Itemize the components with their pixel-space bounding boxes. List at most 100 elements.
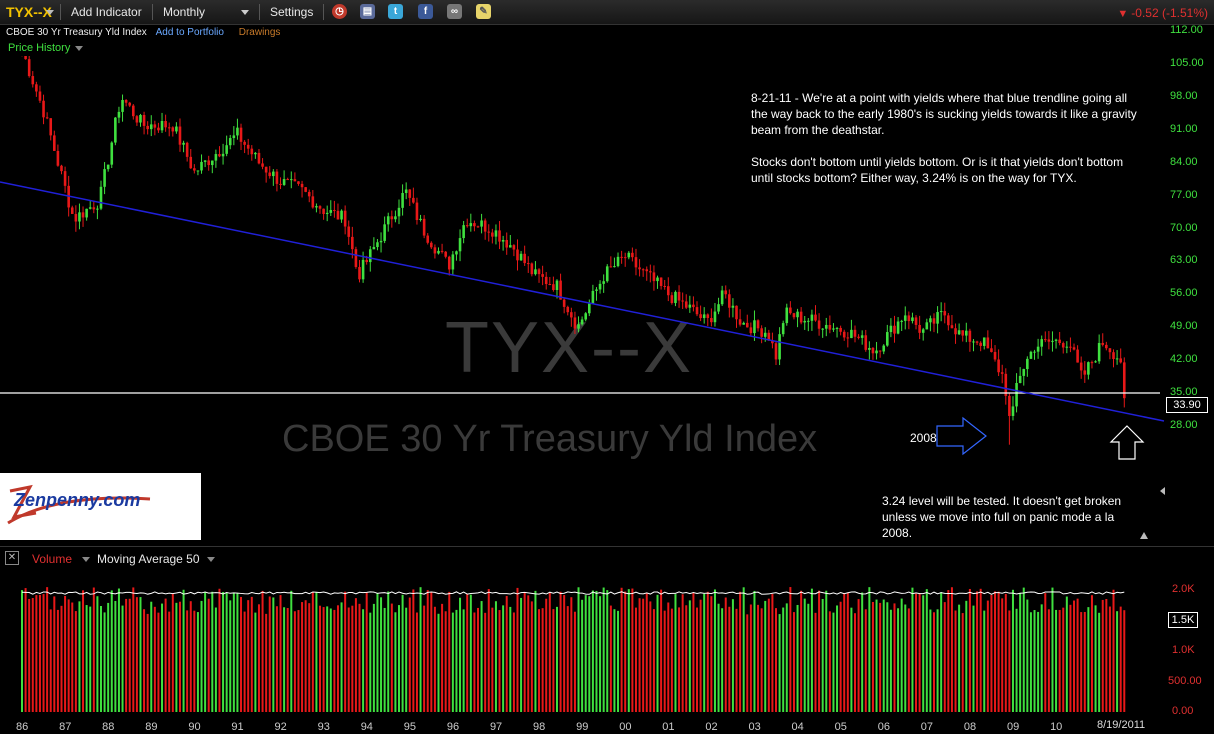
twitter-icon[interactable]: t — [388, 4, 403, 19]
link-icon[interactable]: ∞ — [447, 4, 462, 19]
price-chart[interactable] — [0, 56, 1214, 546]
moving-average-dropdown-icon[interactable] — [207, 557, 215, 562]
volume-bar — [110, 590, 113, 712]
moving-average-label[interactable]: Moving Average 50 — [97, 552, 200, 566]
candle-down — [243, 141, 246, 145]
facebook-icon[interactable]: f — [418, 4, 433, 19]
volume-bar — [936, 609, 939, 712]
volume-bar — [473, 612, 476, 712]
drawings-link[interactable]: Drawings — [238, 27, 281, 38]
close-icon[interactable]: ✕ — [5, 551, 19, 565]
candle-down — [487, 231, 491, 233]
candle-up — [404, 189, 408, 194]
volume-bar — [861, 592, 864, 712]
portfolio-icon[interactable]: ▤ — [360, 4, 375, 19]
candle-up — [1026, 358, 1029, 370]
candle-up — [807, 320, 810, 322]
timeframe-select[interactable]: Monthly — [163, 5, 206, 19]
candle-up — [778, 334, 781, 360]
volume-bar — [584, 595, 587, 712]
ticker-symbol[interactable]: TYX--X — [6, 4, 52, 20]
price-tick-label: 77.00 — [1170, 188, 1198, 201]
year-tick-label: 05 — [834, 721, 847, 733]
candle-down — [950, 325, 954, 329]
volume-bar — [911, 587, 914, 712]
volume-bar — [369, 612, 372, 712]
candle-down — [311, 196, 315, 208]
year-tick-label: 03 — [748, 721, 761, 733]
candle-down — [505, 239, 509, 248]
volume-bar — [767, 598, 770, 712]
price-history-dropdown-icon[interactable] — [75, 45, 84, 51]
volume-bar — [717, 603, 720, 712]
volume-bar — [200, 600, 203, 712]
candle-down — [354, 249, 358, 267]
volume-bar — [390, 603, 393, 712]
volume-bar — [699, 599, 702, 712]
candle-down — [440, 250, 444, 252]
volume-bar — [82, 590, 85, 712]
scroll-up-icon[interactable] — [1140, 532, 1148, 539]
note-icon[interactable]: ✎ — [476, 4, 491, 19]
volume-bar — [1123, 610, 1126, 712]
candle-down — [792, 313, 796, 318]
candle-up — [458, 238, 462, 252]
candle-up — [595, 289, 598, 291]
toolbar-divider — [152, 4, 153, 20]
candle-down — [659, 277, 663, 287]
price-change: ▼ -0.52 (-1.51%) — [1117, 6, 1208, 20]
candle-down — [157, 127, 160, 131]
candle-up — [121, 99, 124, 112]
volume-bar — [724, 597, 727, 712]
add-to-portfolio-link[interactable]: Add to Portfolio — [155, 27, 224, 38]
volume-dropdown-icon[interactable] — [82, 557, 90, 562]
candle-up — [810, 314, 814, 321]
candle-down — [343, 210, 347, 227]
settings-button[interactable]: Settings — [270, 5, 314, 19]
volume-bar — [28, 598, 31, 712]
volume-bar — [336, 605, 339, 712]
candle-up — [114, 117, 117, 143]
year-tick-label: 01 — [662, 721, 675, 733]
candle-up — [555, 280, 559, 291]
volume-bar — [168, 611, 171, 712]
candle-down — [1043, 339, 1047, 341]
volume-label[interactable]: Volume — [32, 552, 73, 566]
timeframe-dropdown-icon[interactable] — [241, 10, 249, 15]
volume-bar — [685, 605, 688, 712]
volume-chart[interactable] — [0, 566, 1214, 716]
candle-up — [921, 329, 925, 333]
year-tick-label: 89 — [145, 721, 158, 733]
candle-down — [322, 208, 325, 214]
price-history-menu[interactable]: Price History — [8, 42, 84, 54]
symbol-subheader: CBOE 30 Yr Treasury Yld Index Add to Por… — [6, 27, 280, 38]
volume-bar — [950, 587, 953, 712]
volume-bar — [520, 597, 523, 712]
ticker-dropdown-icon[interactable] — [46, 10, 54, 15]
volume-bar — [175, 602, 178, 712]
candle-up — [1011, 406, 1015, 416]
volume-bar — [96, 596, 99, 712]
add-indicator-button[interactable]: Add Indicator — [71, 5, 142, 19]
volume-bar — [1008, 610, 1011, 712]
blue-trendline[interactable] — [0, 181, 1165, 422]
year-tick-label: 08 — [963, 721, 977, 733]
volume-bar — [354, 598, 357, 712]
candle-up — [196, 170, 200, 172]
year-tick-label: 90 — [188, 721, 201, 733]
volume-bar — [229, 600, 232, 712]
volume-bar — [243, 611, 246, 712]
candle-up — [1029, 351, 1033, 359]
volume-bar — [534, 590, 537, 712]
price-tick-label: 70.00 — [1170, 221, 1198, 234]
volume-bar — [925, 589, 928, 712]
candle-up — [1097, 342, 1101, 362]
candle-up — [713, 311, 717, 323]
candle-up — [200, 161, 203, 171]
alarm-clock-icon[interactable]: ◷ — [332, 4, 347, 19]
candle-down — [146, 125, 149, 130]
volume-bar — [573, 611, 576, 712]
candle-up — [1094, 361, 1097, 363]
candle-down — [351, 236, 354, 250]
volume-bar — [132, 587, 135, 712]
